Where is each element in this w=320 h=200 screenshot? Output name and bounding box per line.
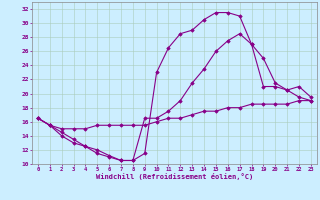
X-axis label: Windchill (Refroidissement éolien,°C): Windchill (Refroidissement éolien,°C)	[96, 173, 253, 180]
